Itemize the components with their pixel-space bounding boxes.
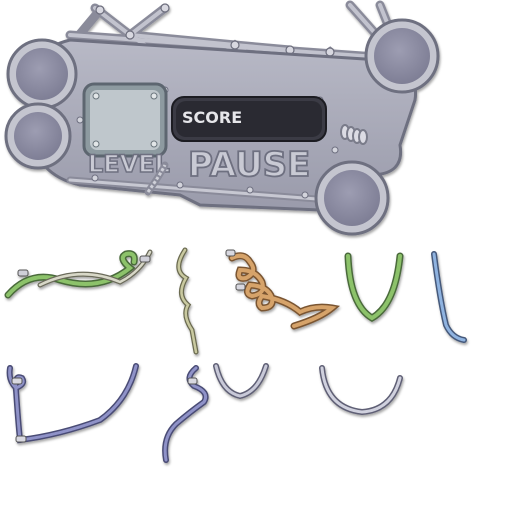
pause-label[interactable]: PAUSE xyxy=(187,144,311,186)
hud-panel: SCORE LEVEL PAUSE xyxy=(4,0,440,236)
corner-disc-bottom-right xyxy=(314,160,390,236)
rope-blue xyxy=(431,251,467,343)
rope-silver-wide xyxy=(319,365,403,416)
rope-olive xyxy=(176,247,199,355)
corner-disc-top-right xyxy=(364,18,440,94)
rope-sprites xyxy=(4,247,467,463)
rope-indigo-long xyxy=(6,363,139,444)
rope-silver-small xyxy=(213,363,269,400)
score-label: SCORE xyxy=(182,108,242,127)
rope-green-u xyxy=(344,252,404,323)
score-box xyxy=(171,96,327,142)
spring-icon xyxy=(340,124,368,145)
rope-knot-icon xyxy=(17,255,151,277)
rope-green xyxy=(4,249,153,299)
corner-disc-bottom-left xyxy=(4,102,72,170)
level-tile xyxy=(82,82,168,158)
rope-indigo-s xyxy=(162,365,209,463)
rope-orange xyxy=(225,249,341,330)
corner-disc-top-left xyxy=(6,38,78,110)
